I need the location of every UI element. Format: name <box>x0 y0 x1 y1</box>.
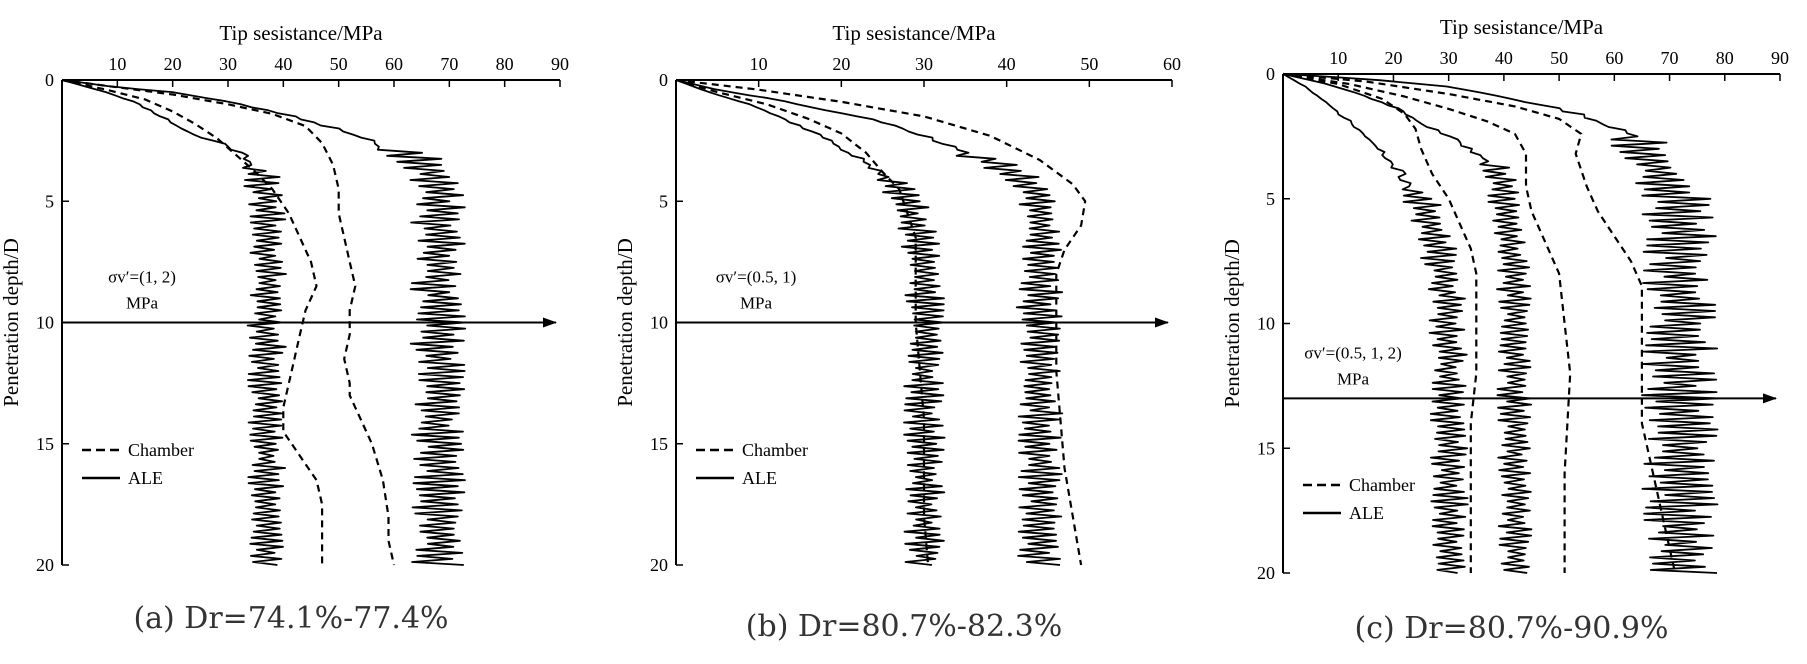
legend-label-ale: ALE <box>128 468 163 488</box>
y-tick-label: 0 <box>1266 64 1275 84</box>
ale-series-line <box>1282 73 1469 574</box>
x-tick-label: 80 <box>496 54 514 74</box>
y-tick-label: 15 <box>1257 438 1275 458</box>
chamber-series-line <box>1282 72 1677 574</box>
x-tick-label: 20 <box>832 54 850 74</box>
x-tick-label: 50 <box>1550 48 1568 68</box>
y-axis-title: Penetration depth/D <box>613 238 637 407</box>
x-tick-label: 60 <box>1605 48 1623 68</box>
x-tick-label: 90 <box>551 54 569 74</box>
y-tick-label: 10 <box>36 313 54 333</box>
y-tick-label: 5 <box>1266 189 1275 209</box>
x-tick-label: 50 <box>1080 54 1098 74</box>
panel-caption: (c) Dr=80.7%-90.9% <box>1354 611 1668 646</box>
x-tick-label: 30 <box>219 54 237 74</box>
y-tick-label: 5 <box>45 191 54 211</box>
stress-annotation: σv′=(1, 2) <box>108 268 176 287</box>
legend-label-chamber: Chamber <box>1349 475 1415 495</box>
legend-label-chamber: Chamber <box>742 440 808 460</box>
x-tick-label: 70 <box>440 54 458 74</box>
legend: Chamber ALE <box>696 440 808 488</box>
x-tick-label: 10 <box>1329 48 1347 68</box>
chamber-series-line <box>675 78 1087 566</box>
x-ticks: 10 20 30 40 50 60 70 80 90 <box>108 54 569 87</box>
x-tick-label: 10 <box>108 54 126 74</box>
x-tick-label: 40 <box>1495 48 1513 68</box>
x-axis-title: Tip sesistance/MPa <box>832 21 996 45</box>
stress-annotation-unit: MPa <box>126 294 159 313</box>
x-tick-label: 40 <box>274 54 292 74</box>
panel-caption: (a) Dr=74.1%-77.4% <box>133 601 448 636</box>
chamber-series-line <box>61 78 324 565</box>
legend-label-ale: ALE <box>742 468 777 488</box>
chart-panel-a: Tip sesistance/MPa Penetration depth/D 1… <box>0 21 569 636</box>
y-tick-label: 15 <box>650 434 668 454</box>
x-tick-label: 50 <box>330 54 348 74</box>
stress-annotation-unit: MPa <box>740 294 773 313</box>
x-tick-label: 20 <box>164 54 182 74</box>
x-tick-label: 40 <box>998 54 1016 74</box>
y-tick-label: 20 <box>650 555 668 575</box>
x-tick-label: 90 <box>1771 48 1789 68</box>
x-tick-label: 10 <box>750 54 768 74</box>
ale-series-line <box>1282 73 1719 574</box>
x-axis-title: Tip sesistance/MPa <box>1440 15 1604 39</box>
x-tick-label: 60 <box>385 54 403 74</box>
y-tick-label: 5 <box>659 191 668 211</box>
x-ticks: 10 20 30 40 50 60 <box>750 54 1181 87</box>
legend: Chamber ALE <box>82 440 194 488</box>
series-group <box>1282 72 1719 574</box>
x-axis-title: Tip sesistance/MPa <box>219 21 383 45</box>
y-ticks: 0 5 10 15 20 <box>1257 64 1290 583</box>
y-axis-title: Penetration depth/D <box>0 238 23 407</box>
stress-annotation-unit: MPa <box>1337 369 1370 388</box>
y-tick-label: 10 <box>1257 314 1275 334</box>
legend-label-chamber: Chamber <box>128 440 194 460</box>
chart-panel-c: Tip sesistance/MPa Penetration depth/D 1… <box>1220 15 1789 646</box>
stress-annotation: σv′=(0.5, 1) <box>716 268 797 287</box>
y-axis-title: Penetration depth/D <box>1220 239 1244 408</box>
x-tick-label: 30 <box>915 54 933 74</box>
y-tick-label: 0 <box>659 70 668 90</box>
y-ticks: 0 5 10 15 20 <box>650 70 683 575</box>
ale-series-line <box>1282 73 1533 574</box>
chamber-series-line <box>1282 72 1478 573</box>
x-tick-label: 60 <box>1163 54 1181 74</box>
legend-label-ale: ALE <box>1349 503 1384 523</box>
x-tick-label: 20 <box>1384 48 1402 68</box>
stress-annotation: σv′=(0.5, 1, 2) <box>1304 343 1402 362</box>
y-tick-label: 15 <box>36 434 54 454</box>
panel-caption: (b) Dr=80.7%-82.3% <box>746 609 1062 644</box>
x-tick-label: 80 <box>1716 48 1734 68</box>
y-tick-label: 0 <box>45 70 54 90</box>
chart-panel-b: Tip sesistance/MPa Penetration depth/D 1… <box>613 21 1181 644</box>
x-tick-label: 70 <box>1661 48 1679 68</box>
y-tick-label: 20 <box>36 555 54 575</box>
chamber-series-line <box>1282 72 1572 573</box>
chamber-series-line <box>61 78 396 566</box>
x-ticks: 10 20 30 40 50 60 70 80 90 <box>1329 48 1789 81</box>
legend: Chamber ALE <box>1303 475 1415 523</box>
y-tick-label: 20 <box>1257 563 1275 583</box>
x-tick-label: 30 <box>1440 48 1458 68</box>
y-tick-label: 10 <box>650 313 668 333</box>
